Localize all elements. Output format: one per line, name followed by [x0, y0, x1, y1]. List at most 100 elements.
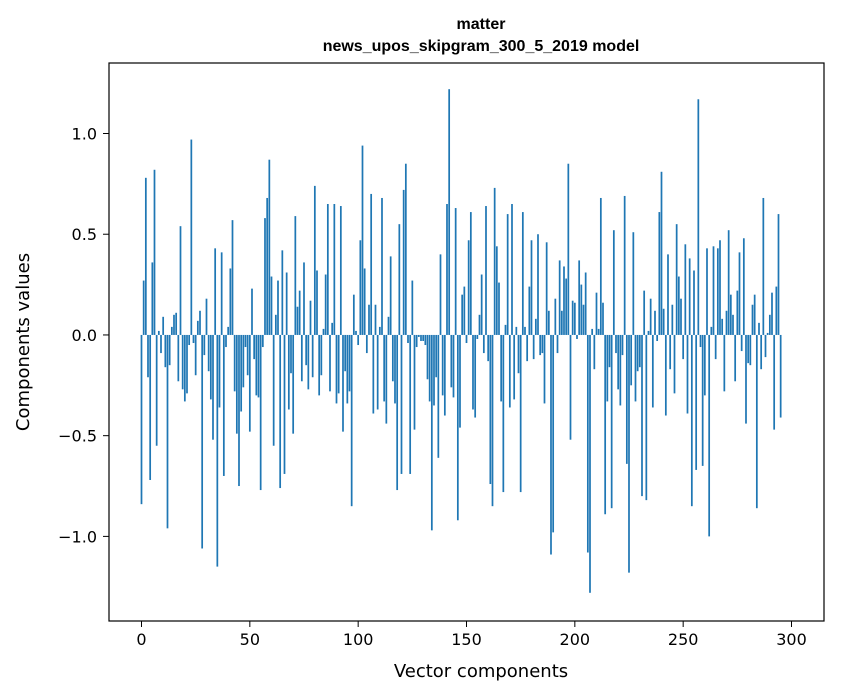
bar: [508, 334, 511, 408]
x-tick-label: 200: [560, 630, 591, 649]
bar: [188, 334, 191, 346]
bar: [519, 334, 522, 493]
bar: [716, 248, 719, 335]
bar: [489, 334, 492, 485]
bar: [435, 334, 438, 378]
bar: [714, 334, 717, 360]
bar: [283, 334, 286, 474]
bar: [162, 316, 165, 335]
bar: [738, 252, 741, 335]
bar: [647, 330, 650, 335]
bar: [320, 334, 323, 376]
bar: [311, 334, 314, 378]
bar: [160, 334, 162, 354]
bar: [706, 248, 708, 335]
x-axis-label: Vector components: [394, 661, 568, 682]
bar: [209, 334, 212, 400]
bar: [281, 250, 284, 335]
y-tick-label: 0.5: [72, 225, 97, 244]
bar: [701, 334, 704, 466]
y-tick-label: −0.5: [58, 427, 97, 446]
bar: [344, 334, 347, 372]
bar: [404, 163, 407, 335]
bar: [740, 334, 743, 352]
bar: [220, 252, 223, 335]
bar: [643, 290, 646, 335]
bar: [558, 260, 561, 335]
bar: [736, 290, 739, 335]
bar: [357, 334, 360, 346]
bar: [201, 334, 204, 549]
bar: [229, 268, 232, 335]
bar: [699, 334, 702, 348]
bar: [625, 334, 628, 464]
bars-group: [140, 89, 782, 593]
bar: [775, 286, 778, 335]
bar: [244, 334, 247, 348]
bar: [456, 334, 459, 521]
y-axis-ticks: −1.0 −0.5 0.0 0.5 1.0: [58, 125, 109, 546]
bar: [591, 328, 594, 335]
bar: [721, 318, 724, 335]
bar: [582, 304, 585, 335]
bar: [181, 334, 184, 390]
bar: [413, 334, 416, 430]
bar: [222, 334, 225, 476]
y-tick-label: −1.0: [58, 527, 97, 546]
bar: [266, 197, 269, 335]
y-tick-label: 1.0: [72, 125, 97, 144]
bar: [630, 334, 633, 386]
bar: [467, 240, 470, 335]
bar: [495, 246, 498, 335]
bar: [296, 306, 299, 335]
bar: [394, 334, 396, 404]
bar: [294, 216, 297, 335]
bar: [235, 334, 238, 434]
bar: [433, 334, 435, 406]
bar: [771, 292, 773, 335]
bar: [524, 326, 526, 335]
bar: [688, 258, 691, 335]
bar: [142, 280, 145, 335]
bar: [619, 334, 622, 406]
bar: [755, 334, 758, 509]
x-tick-label: 300: [776, 630, 807, 649]
bar: [498, 282, 500, 335]
bar: [710, 326, 713, 335]
bar: [664, 334, 667, 416]
bar: [617, 334, 620, 390]
bar: [324, 274, 327, 335]
bar: [454, 208, 457, 335]
x-tick-label: 50: [240, 630, 260, 649]
bar: [385, 334, 388, 424]
bar: [411, 280, 414, 335]
bar: [370, 193, 373, 335]
bar: [339, 206, 342, 335]
y-axis-label: Components values: [13, 253, 34, 431]
bar: [300, 334, 303, 382]
bar: [309, 300, 312, 335]
bar: [426, 334, 429, 380]
bar: [669, 334, 672, 370]
bar: [753, 294, 756, 335]
bar: [760, 334, 763, 370]
bar: [732, 314, 734, 335]
bar: [144, 177, 147, 335]
bar: [745, 334, 747, 424]
bar: [441, 334, 444, 396]
bar: [686, 334, 689, 414]
bar: [773, 334, 776, 430]
bar: [240, 334, 243, 412]
bar: [183, 334, 186, 402]
bar: [331, 322, 334, 335]
bar: [437, 334, 440, 458]
bar: [212, 334, 214, 440]
bar: [662, 308, 665, 335]
bar: [268, 159, 271, 335]
bar: [677, 276, 680, 335]
bar: [513, 334, 516, 400]
bar: [727, 230, 730, 335]
bar: [586, 334, 589, 553]
bar: [361, 145, 364, 335]
bar: [493, 187, 496, 335]
